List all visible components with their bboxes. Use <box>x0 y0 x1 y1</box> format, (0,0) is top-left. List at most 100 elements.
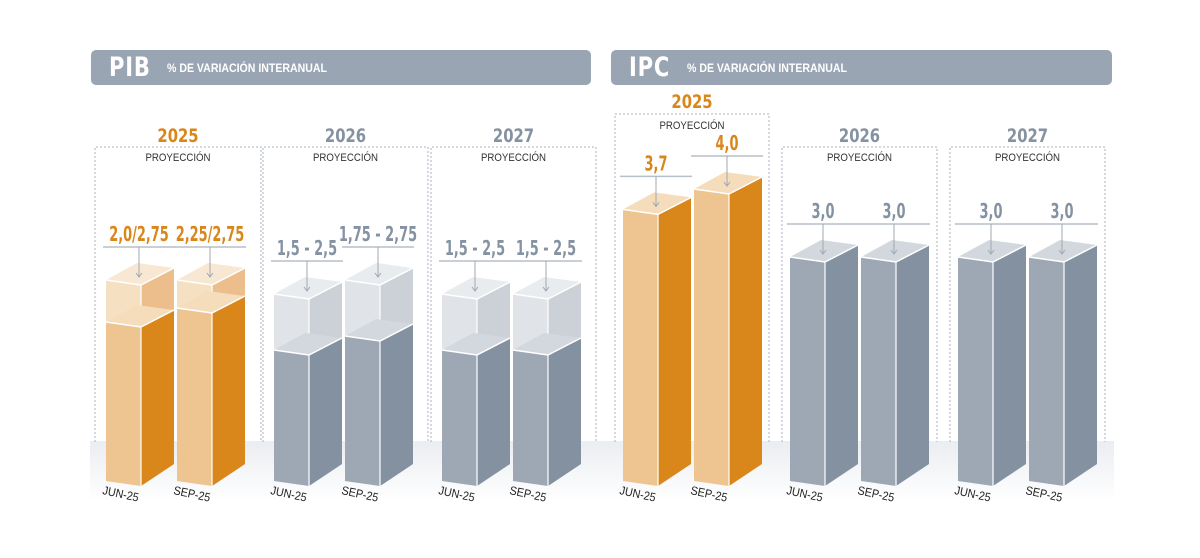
category-label: JUN-25 <box>618 485 656 505</box>
bar-range-low-1-top <box>177 291 245 313</box>
bar-range-low-0-top <box>106 305 174 327</box>
bar-range-low-0 <box>273 333 343 486</box>
category-label: SEP-25 <box>856 485 895 505</box>
panel-projection-label: PROYECCIÓN <box>145 150 210 164</box>
bar-value-1-top <box>1029 240 1097 262</box>
bar-value-1-side <box>896 245 929 486</box>
bar-range-low-0-side <box>309 338 342 486</box>
bar-value-1-top <box>861 240 929 262</box>
bar-range-low-1-front <box>177 308 212 486</box>
bar-value-label: 3,0 <box>1051 201 1074 224</box>
arrow-head-icon <box>652 202 660 208</box>
bar-value-0 <box>789 240 859 486</box>
bar-value-1 <box>860 240 930 486</box>
bar-value-1-side <box>729 177 762 486</box>
bar-value-0-front <box>623 209 658 486</box>
bar-range-low-0-top <box>442 333 510 355</box>
bar-range-low-0-side <box>477 338 510 486</box>
panel-year: 2027 <box>493 125 534 147</box>
bar-value-1 <box>693 172 763 486</box>
pib-subtitle: % DE VARIACIÓN INTERANUAL <box>167 60 327 75</box>
bar-value-label: 1,5 - 2,5 <box>445 238 505 261</box>
bar-value-0 <box>957 240 1027 486</box>
bar-range-low-0 <box>441 333 511 486</box>
bar-value-1-front <box>861 257 896 486</box>
bar-range-high-0-top <box>106 263 174 285</box>
bar-range-low-0-front <box>442 350 477 486</box>
panel-frame <box>781 146 938 442</box>
category-label: JUN-25 <box>437 485 475 505</box>
bar-value-0-side <box>993 245 1026 486</box>
panel-year: 2026 <box>839 125 880 147</box>
arrow-head-icon <box>723 181 731 187</box>
arrow-head-icon <box>303 286 311 292</box>
category-label: JUN-25 <box>785 485 823 505</box>
bar-range-low-0-top <box>274 333 342 355</box>
panel-projection-label: PROYECCIÓN <box>827 150 892 164</box>
bar-value-0-front <box>958 257 993 486</box>
arrow-head-icon <box>135 272 143 278</box>
bar-range-low-1-front <box>513 350 548 486</box>
bar-value-1-front <box>1029 257 1064 486</box>
bar-value-label: 3,0 <box>980 201 1003 224</box>
pib-title: PIB <box>109 52 151 83</box>
bar-range-high-1-top <box>177 263 245 285</box>
bar-value-0 <box>622 192 692 486</box>
bar-value-0-front <box>790 257 825 486</box>
arrow-head-icon <box>890 249 898 255</box>
panel-frame <box>949 146 1106 442</box>
bar-value-1 <box>1028 240 1098 486</box>
bar-value-label: 4,0 <box>716 133 739 156</box>
bar-range-high-1-top <box>513 277 581 299</box>
floor-gradient <box>90 441 1114 501</box>
panel-projection-label: PROYECCIÓN <box>995 150 1060 164</box>
panel-frame <box>94 146 262 442</box>
bar-value-label: 1,5 - 2,5 <box>516 238 576 261</box>
bar-value-label: 3,0 <box>812 201 835 224</box>
panel-frame <box>430 146 597 442</box>
bar-range-low-1-top <box>513 333 581 355</box>
bar-range-low-1-side <box>548 338 581 486</box>
category-label: SEP-25 <box>689 485 728 505</box>
bar-range-high-1-top <box>345 263 413 285</box>
bar-range-low-1 <box>176 291 246 486</box>
panel-projection-label: PROYECCIÓN <box>481 150 546 164</box>
bar-value-label: 3,7 <box>645 153 668 176</box>
bar-range-low-1-side <box>380 324 413 486</box>
ipc-subtitle: % DE VARIACIÓN INTERANUAL <box>687 60 847 75</box>
bar-value-label: 1,75 - 2,75 <box>339 224 417 247</box>
panel-year: 2027 <box>1007 125 1048 147</box>
bar-range-low-1-front <box>345 336 380 486</box>
panel-year: 2025 <box>157 125 198 147</box>
bar-value-0-top <box>958 240 1026 262</box>
bar-range-high-0-top <box>274 277 342 299</box>
panel-frame <box>262 146 429 442</box>
bar-value-0-side <box>658 197 691 486</box>
bar-value-1-front <box>694 189 729 486</box>
ipc-header: IPC % DE VARIACIÓN INTERANUAL <box>611 50 1112 85</box>
category-label: SEP-25 <box>1024 485 1063 505</box>
bar-range-low-0 <box>105 305 175 486</box>
bar-range-low-1-top <box>345 319 413 341</box>
bar-range-low-0-front <box>106 322 141 486</box>
arrow-head-icon <box>374 272 382 278</box>
bar-value-0-top <box>790 240 858 262</box>
bar-range-low-0-side <box>141 310 174 486</box>
panel-projection-label: PROYECCIÓN <box>659 118 724 132</box>
panel-frame <box>614 113 770 442</box>
category-label: JUN-25 <box>101 485 139 505</box>
bar-value-label: 2,0/2,75 <box>109 224 169 247</box>
bar-value-1-top <box>694 172 762 194</box>
bar-value-0-side <box>825 245 858 486</box>
bar-value-label: 2,25/2,75 <box>176 224 245 247</box>
pib-header: PIB % DE VARIACIÓN INTERANUAL <box>91 50 591 85</box>
arrow-head-icon <box>542 286 550 292</box>
bar-range-low-0-front <box>274 350 309 486</box>
bar-value-1-side <box>1064 245 1097 486</box>
ipc-title: IPC <box>629 52 671 83</box>
bar-value-0-top <box>623 192 691 215</box>
arrow-head-icon <box>819 249 827 255</box>
panel-projection-label: PROYECCIÓN <box>313 150 378 164</box>
panel-year: 2025 <box>671 91 712 113</box>
